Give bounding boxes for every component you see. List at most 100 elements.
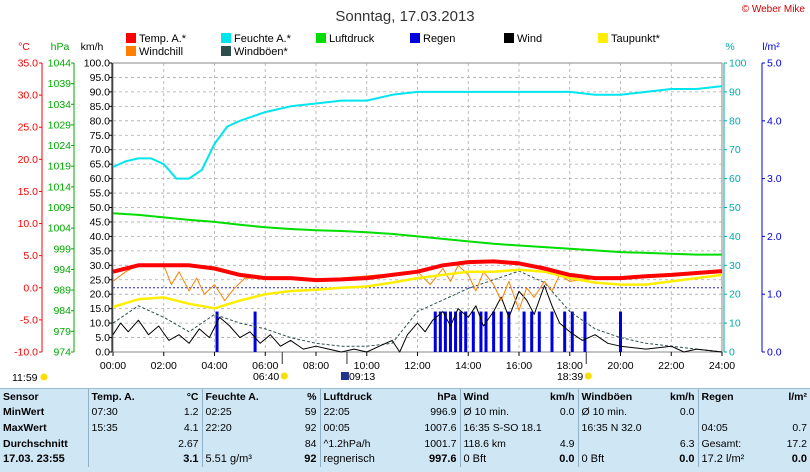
event-marker-label: 09:13 — [349, 371, 375, 383]
stats-panel: Sensor Temp. A. °C Feuchte A.% Luftdruck hPa W… — [0, 388, 810, 472]
x-tick-label: 18:00 — [557, 360, 583, 372]
temp-axis-tick-label: 0.0 — [23, 282, 38, 294]
rain-axis-tick-label: 0.0 — [767, 347, 782, 359]
stats-cell: 00:05 — [319, 420, 388, 436]
rain-bar — [454, 311, 458, 352]
temp-axis-tick-label: 35.0 — [18, 58, 39, 70]
pressure-axis-tick-label: 1014 — [48, 181, 72, 193]
stats-cell — [697, 404, 758, 421]
stats-cell: 04:05 — [697, 420, 758, 436]
wind-axis-tick-label: 0.0 — [95, 347, 110, 359]
stats-cell: 0.7 — [792, 421, 807, 434]
stats-cell: % — [307, 390, 317, 403]
stats-cell: 17.03. 23:55 — [3, 453, 65, 466]
stats-cell: 0.0 — [679, 406, 695, 419]
event-markers: 11:59 06:40 09:13 18:39 — [12, 352, 592, 384]
x-tick-label: 00:00 — [100, 360, 126, 372]
x-tick-label: 08:00 — [303, 360, 329, 372]
rain-bar — [619, 311, 622, 352]
stats-cell: 0 Bft — [459, 451, 542, 467]
stats-cell: km/h — [669, 390, 695, 403]
wind-axis-tick-label: 35.0 — [90, 245, 111, 257]
pressure-axis-tick-label: 989 — [53, 285, 71, 297]
stats-cell: 92 — [304, 453, 317, 466]
wind-axis-tick-label: 10.0 — [90, 318, 111, 330]
stats-cell: hPa — [437, 390, 457, 403]
series-line-taupunkt — [112, 268, 723, 310]
pressure-axis-tick-label: 994 — [53, 264, 71, 276]
stats-cell: 59 — [304, 406, 317, 419]
wind-axis-tick-label: 95.0 — [90, 72, 111, 84]
wind-axis-tick-label: 65.0 — [90, 159, 111, 171]
wind-axis-tick-label: 20.0 — [90, 289, 111, 301]
legend-label: Regen — [423, 33, 455, 45]
pressure-axis-tick-label: 974 — [53, 347, 71, 359]
stats-cell: 15:35 — [87, 420, 150, 436]
x-tick-label: 04:00 — [201, 360, 227, 372]
series-line-wind — [112, 285, 723, 353]
humidity-axis-tick-label: 100 — [729, 58, 747, 70]
rain-bar — [530, 311, 534, 352]
stats-row: MinWert 07:30 1.2 02:25 59 22:05 996.9 Ø 10 min… — [0, 404, 810, 421]
weather-chart: Sonntag, 17.03.2013 © Weber Mike Temp. A… — [12, 4, 805, 384]
rain-bar — [438, 311, 442, 352]
wind-axis-tick-label: 80.0 — [90, 115, 111, 127]
wind-axis-tick-label: 15.0 — [90, 303, 111, 315]
x-tick-label: 10:00 — [354, 360, 380, 372]
legend-swatch — [221, 33, 231, 43]
rain-bar — [499, 311, 503, 352]
stats-row: 17.03. 23:55 3.1 5.51 g/m³ 92 regnerisch 997.… — [0, 451, 810, 467]
rain-axis-tick-label: 1.0 — [767, 289, 782, 301]
temp-axis-tick-label: -5.0 — [20, 314, 38, 326]
stats-cell: 2.67 — [178, 437, 199, 450]
pressure-axis-tick-label: 1004 — [48, 223, 72, 235]
stats-cell: Sensor — [3, 390, 39, 403]
stats-cell: km/h — [549, 390, 575, 403]
pressure-axis-tick-label: 1039 — [48, 78, 72, 90]
wind-axis-tick-label: 75.0 — [90, 130, 111, 142]
pressure-axis-tick-label: 1019 — [48, 161, 72, 173]
humidity-axis-tick-label: 80 — [729, 115, 741, 127]
temp-axis-tick-label: 5.0 — [23, 250, 38, 262]
stats-cell: MinWert — [3, 406, 45, 419]
stats-cell: 16:35 N 32.0 — [577, 420, 662, 436]
legend-swatch — [504, 33, 514, 43]
event-marker-label: 06:40 — [253, 371, 279, 383]
rain-axis-tick-label: 5.0 — [767, 58, 782, 70]
rain-bar — [563, 311, 567, 352]
rain-bar — [464, 311, 468, 352]
sun-icon — [584, 372, 592, 380]
wind-axis-tick-label: 70.0 — [90, 144, 111, 156]
humidity-axis-tick-label: 90 — [729, 86, 741, 98]
sun-icon — [280, 372, 288, 380]
stats-row: MaxWert 15:35 4.1 22:20 92 00:05 1007.6 16:35 S… — [0, 420, 810, 436]
wind-axis-tick-label: 25.0 — [90, 274, 111, 286]
stats-cell: Luftdruck — [319, 389, 388, 405]
legend-swatch — [126, 33, 136, 43]
humidity-axis-tick-label: 10 — [729, 318, 741, 330]
stats-cell: Regen — [697, 389, 758, 405]
plot-grid — [112, 62, 723, 353]
legend-label: Wind — [517, 33, 542, 45]
sun-icon — [40, 373, 48, 381]
rain-axis-unit: l/m² — [762, 41, 780, 53]
series-line-windb-en — [112, 270, 723, 353]
pressure-axis-tick-label: 1029 — [48, 119, 72, 131]
series-line-feuchte-a — [112, 85, 723, 180]
stats-table: Sensor Temp. A. °C Feuchte A.% Luftdruck hPa W… — [0, 389, 810, 467]
legend-swatch — [410, 33, 420, 43]
stats-cell: MaxWert — [3, 421, 47, 434]
pressure-axis-tick-label: 1034 — [48, 99, 72, 111]
stats-cell — [577, 435, 662, 452]
stats-cell: 996.9 — [430, 406, 457, 419]
rain-bar — [433, 311, 437, 352]
x-tick-label: 06:00 — [252, 360, 278, 372]
stats-cell: ^1.2hPa/h — [319, 435, 388, 452]
legend-label: Taupunkt* — [611, 33, 661, 45]
stats-cell: 17.2 l/m² — [697, 451, 758, 467]
legend-swatch — [316, 33, 326, 43]
stats-cell: 0.0 — [791, 453, 807, 466]
stats-cell: 118.6 km — [459, 435, 542, 452]
stats-cell: 6.3 — [679, 437, 695, 450]
temp-axis-tick-label: 30.0 — [18, 90, 39, 102]
